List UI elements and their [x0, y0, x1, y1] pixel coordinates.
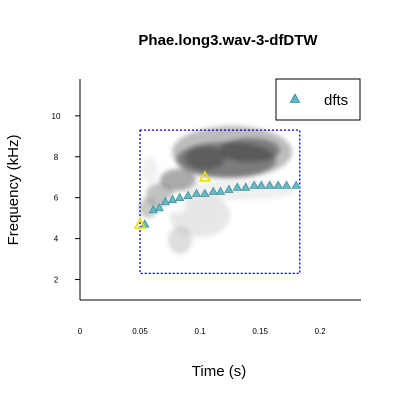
dfts-point	[232, 182, 242, 191]
dfts-point	[208, 186, 218, 195]
dfts-point	[273, 180, 283, 189]
legend-marker	[289, 93, 301, 103]
spectrogram	[139, 126, 295, 254]
legend: dfts	[275, 78, 361, 121]
dfts-point	[241, 182, 251, 191]
y-tick-label: 6	[54, 194, 59, 203]
x-tick-label: 0.15	[252, 327, 268, 336]
dfts-point	[256, 180, 267, 189]
y-tick-label: 8	[54, 153, 59, 162]
x-tick-label: 0.2	[315, 327, 327, 336]
dfts-point	[174, 192, 185, 202]
y-tick-label: 10	[52, 112, 61, 121]
dfts-point	[154, 202, 164, 212]
dfts-point	[160, 196, 170, 206]
dfts-point	[200, 188, 210, 197]
dfts-point	[191, 188, 202, 197]
x-axis-label: Time (s)	[192, 363, 246, 380]
dfts-point	[265, 180, 275, 189]
dfts-point	[281, 180, 292, 189]
highlight-point	[198, 170, 212, 182]
chart-title: Phae.long3.wav-3-dfDTW	[138, 32, 318, 49]
dfts-point	[249, 180, 259, 189]
x-tick-label: 0.05	[132, 327, 148, 336]
dfts-point	[167, 194, 178, 204]
y-axis-label: Frequency (kHz)	[5, 135, 22, 246]
dfts-point	[224, 184, 234, 193]
legend-box	[275, 78, 361, 121]
y-tick-label: 2	[54, 276, 59, 285]
dfts-point	[183, 190, 193, 199]
dfts-point	[215, 186, 226, 195]
highlight-point	[133, 217, 147, 229]
dfts-point	[291, 180, 301, 189]
x-tick-label: 0.1	[195, 327, 207, 336]
x-tick-label: 0	[78, 327, 83, 336]
legend-label: dfts	[324, 92, 348, 109]
y-tick-label: 4	[54, 235, 59, 244]
